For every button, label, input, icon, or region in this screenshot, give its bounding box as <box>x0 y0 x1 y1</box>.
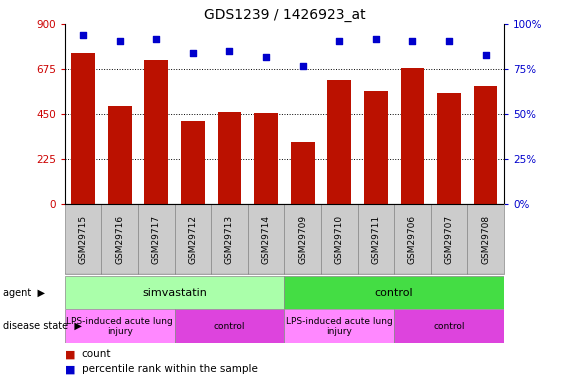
Bar <box>138 204 175 274</box>
Text: GSM29715: GSM29715 <box>79 214 87 264</box>
Bar <box>358 204 394 274</box>
Point <box>225 48 234 54</box>
Text: GSM29717: GSM29717 <box>152 214 160 264</box>
Bar <box>181 122 205 204</box>
Title: GDS1239 / 1426923_at: GDS1239 / 1426923_at <box>203 8 365 22</box>
Text: GSM29713: GSM29713 <box>225 214 234 264</box>
Text: GSM29710: GSM29710 <box>335 214 343 264</box>
Bar <box>71 53 95 204</box>
Bar <box>108 106 132 204</box>
Text: GSM29708: GSM29708 <box>481 214 490 264</box>
Text: GSM29706: GSM29706 <box>408 214 417 264</box>
Text: LPS-induced acute lung
injury: LPS-induced acute lung injury <box>286 316 392 336</box>
Bar <box>291 142 315 204</box>
Point <box>188 50 197 56</box>
Bar <box>175 204 211 274</box>
Bar <box>473 86 498 204</box>
Text: simvastatin: simvastatin <box>142 288 207 297</box>
Text: ■: ■ <box>65 364 75 374</box>
Bar <box>394 204 431 274</box>
Bar <box>65 204 101 274</box>
Bar <box>431 204 467 274</box>
Text: count: count <box>82 350 111 359</box>
Bar <box>254 113 278 204</box>
Bar <box>394 309 504 343</box>
Point <box>298 63 307 69</box>
Point <box>481 52 490 58</box>
Bar <box>400 68 425 204</box>
Text: LPS-induced acute lung
injury: LPS-induced acute lung injury <box>66 316 173 336</box>
Bar <box>321 204 358 274</box>
Point <box>372 36 381 42</box>
Text: disease state  ▶: disease state ▶ <box>3 321 82 331</box>
Point <box>115 38 124 44</box>
Text: GSM29712: GSM29712 <box>189 214 197 264</box>
Point <box>261 54 270 60</box>
Text: GSM29709: GSM29709 <box>298 214 307 264</box>
Bar <box>327 80 351 204</box>
Bar <box>144 60 168 204</box>
Bar <box>217 112 242 204</box>
Bar <box>284 204 321 274</box>
Point <box>152 36 161 42</box>
Text: percentile rank within the sample: percentile rank within the sample <box>82 364 257 374</box>
Text: GSM29711: GSM29711 <box>372 214 380 264</box>
Text: GSM29714: GSM29714 <box>262 214 270 264</box>
Text: ■: ■ <box>65 350 75 359</box>
Bar <box>211 204 248 274</box>
Text: control: control <box>214 322 245 331</box>
Bar <box>248 204 284 274</box>
Bar <box>101 204 138 274</box>
Text: GSM29716: GSM29716 <box>115 214 124 264</box>
Point <box>445 38 454 44</box>
Bar <box>65 309 175 343</box>
Text: control: control <box>375 288 413 297</box>
Bar <box>364 92 388 204</box>
Bar <box>437 93 461 204</box>
Bar <box>467 204 504 274</box>
Text: control: control <box>434 322 464 331</box>
Bar <box>65 276 284 309</box>
Point <box>79 32 88 38</box>
Point <box>408 38 417 44</box>
Bar <box>284 309 394 343</box>
Point <box>334 38 343 44</box>
Bar <box>284 276 504 309</box>
Text: agent  ▶: agent ▶ <box>3 288 45 297</box>
Bar <box>175 309 284 343</box>
Text: GSM29707: GSM29707 <box>445 214 453 264</box>
